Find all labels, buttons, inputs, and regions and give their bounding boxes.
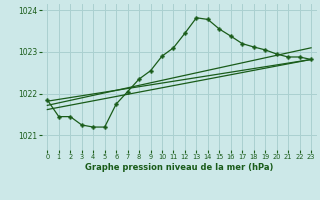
- X-axis label: Graphe pression niveau de la mer (hPa): Graphe pression niveau de la mer (hPa): [85, 163, 273, 172]
